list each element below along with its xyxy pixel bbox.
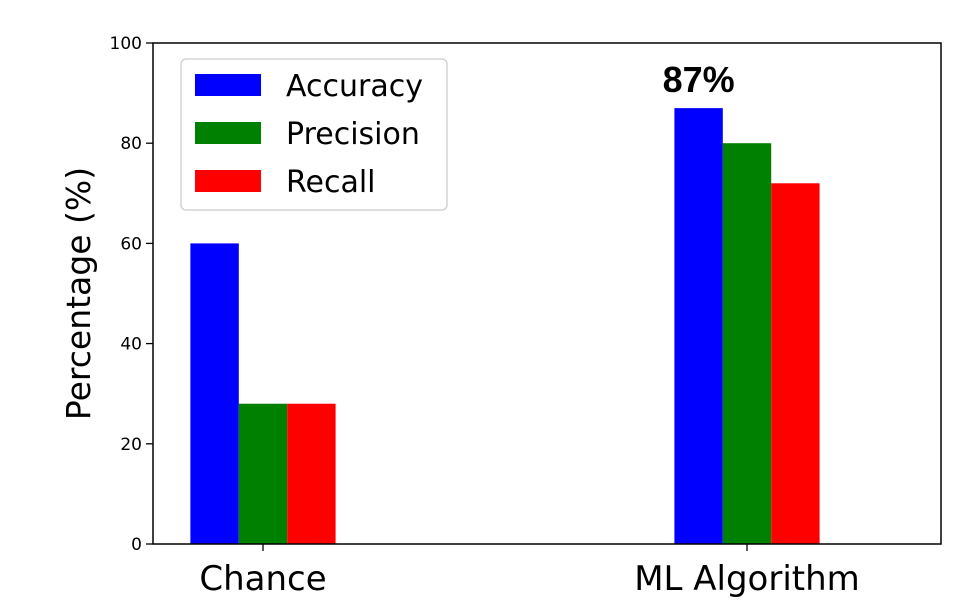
plot-frame (152, 42, 942, 545)
legend-swatch-recall (195, 170, 261, 192)
annotations-group: 87% (663, 59, 735, 100)
y-axis-ticks: 0 20 40 60 80 100 (110, 34, 153, 555)
legend-label-recall: Recall (286, 165, 376, 200)
legend-swatch-accuracy (195, 74, 261, 96)
y-axis-title: Percentage (%) (59, 167, 98, 420)
y-tick-label: 100 (110, 34, 142, 54)
bar-precision-chance (238, 403, 288, 544)
legend-label-accuracy: Accuracy (286, 69, 423, 104)
y-tick-label: 0 (131, 535, 142, 555)
legend: Accuracy Precision Recall (180, 58, 448, 211)
bar-value-annotation: 87% (663, 59, 735, 100)
legend-swatch-precision (195, 122, 261, 144)
x-axis-category-labels: Chance ML Algorithm (199, 544, 860, 599)
y-tick-label: 40 (120, 335, 142, 355)
bar-recall-chance (287, 403, 336, 544)
legend-label-precision: Precision (286, 117, 420, 152)
bar-precision-ml-algorithm (722, 143, 772, 544)
bar-accuracy-chance (190, 243, 239, 544)
y-tick-label: 60 (120, 234, 142, 254)
x-category-label: Chance (199, 559, 326, 599)
bar-accuracy-ml-algorithm (674, 108, 723, 544)
y-tick-label: 80 (120, 134, 142, 154)
bars-group (190, 108, 820, 544)
y-tick-label: 20 (120, 435, 142, 455)
x-category-label: ML Algorithm (634, 559, 860, 599)
bar-recall-ml-algorithm (771, 183, 820, 544)
